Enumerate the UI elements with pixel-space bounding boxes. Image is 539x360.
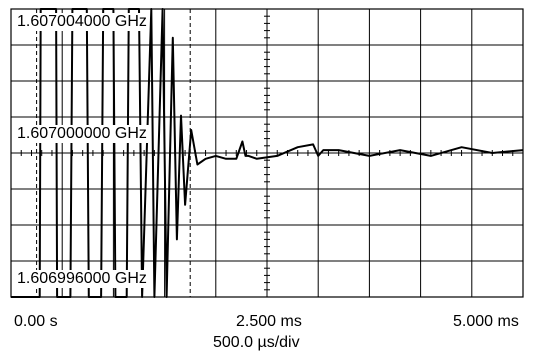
y-label-top: 1.607004000 GHz — [15, 13, 149, 31]
plot-grid — [10, 8, 524, 298]
y-label-bottom: 1.606996000 GHz — [15, 270, 149, 288]
x-scale-label: 500.0 µs/div — [213, 334, 300, 351]
y-label-center: 1.607000000 GHz — [15, 125, 149, 143]
series-line — [11, 8, 524, 298]
series-layer — [11, 8, 524, 298]
x-label-end: 5.000 ms — [453, 313, 519, 330]
x-label-center: 2.500 ms — [236, 313, 302, 330]
x-label-start: 0.00 s — [14, 313, 58, 330]
